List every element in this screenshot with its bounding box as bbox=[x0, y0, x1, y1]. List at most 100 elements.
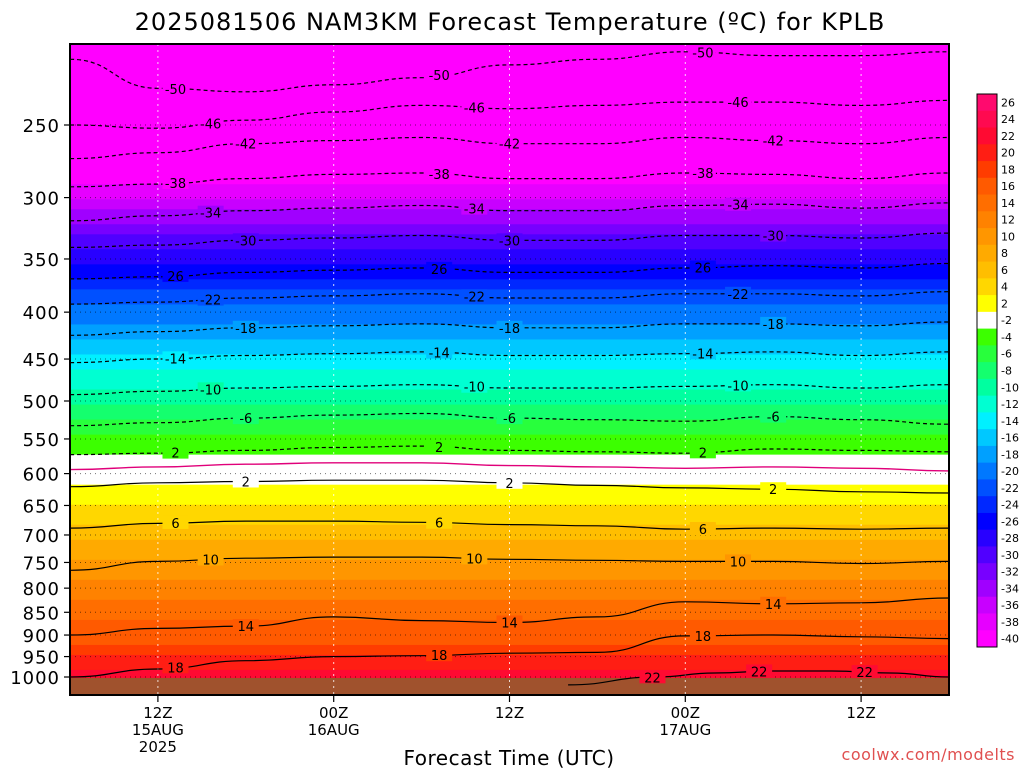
contour-line bbox=[70, 51, 949, 93]
fill-band bbox=[70, 189, 949, 196]
contour-label-bg bbox=[496, 233, 523, 247]
y-tick-label: 700 bbox=[23, 526, 60, 547]
fill-band bbox=[70, 664, 949, 671]
contour-label-bg bbox=[232, 411, 259, 425]
contour-label-bg bbox=[461, 551, 488, 565]
colorbar-legend: 26 24 22 20 18 16 14 12 10 8 6 4 2 -2 -4 -6 -8 -10 -12 -14 -… bbox=[976, 93, 1019, 648]
contour-label-bg bbox=[162, 660, 189, 674]
contour-label: 18 bbox=[695, 630, 712, 645]
contour-label-bg bbox=[197, 382, 224, 396]
contour-label: -42 bbox=[763, 135, 784, 150]
colorbar-swatch bbox=[977, 429, 997, 447]
fill-band bbox=[70, 309, 949, 316]
fill-band bbox=[70, 399, 949, 406]
colorbar-swatch bbox=[977, 311, 997, 330]
fill-band bbox=[70, 344, 949, 351]
colorbar-swatch bbox=[977, 211, 997, 229]
fill-band bbox=[70, 559, 949, 566]
fill-band bbox=[70, 519, 949, 526]
contour-label: 6 bbox=[699, 523, 707, 538]
contour-label-bg bbox=[725, 378, 752, 392]
contour-label: 2 bbox=[505, 477, 513, 492]
contour-label-bg bbox=[639, 670, 666, 684]
colorbar-tick-label: -32 bbox=[1001, 566, 1019, 579]
credit-text: coolwx.com/modelts bbox=[842, 745, 1015, 764]
contour-label-bg bbox=[496, 320, 523, 334]
chart-title: 2025081506 NAM3KM Forecast Temperature (… bbox=[135, 8, 886, 36]
colorbar-swatch bbox=[977, 278, 997, 296]
colorbar-tick-label: -34 bbox=[1001, 582, 1019, 595]
contour-label: -22 bbox=[464, 290, 485, 305]
colorbar-tick-label: -2 bbox=[1001, 314, 1012, 327]
contour-label: -50 bbox=[692, 47, 713, 62]
fill-band bbox=[70, 164, 949, 170]
colorbar-swatch bbox=[977, 161, 997, 179]
contour-label-bg bbox=[496, 411, 523, 425]
fill-band bbox=[70, 74, 949, 80]
contour-label-bg bbox=[162, 515, 189, 529]
fill-band bbox=[70, 159, 949, 165]
contour-label-bg bbox=[162, 351, 189, 365]
contour-label: -22 bbox=[727, 288, 748, 303]
fill-band bbox=[70, 284, 949, 291]
fill-band bbox=[70, 574, 949, 581]
colorbar-swatch bbox=[977, 378, 997, 397]
fill-band bbox=[70, 44, 949, 50]
fill-band bbox=[70, 364, 949, 371]
contour-label-bg bbox=[760, 133, 787, 147]
fill-band bbox=[70, 219, 949, 226]
y-tick-label: 850 bbox=[23, 603, 60, 624]
contour-label: -34 bbox=[200, 207, 221, 222]
colorbar-swatch bbox=[977, 630, 997, 648]
contour-label-bg bbox=[232, 136, 259, 150]
fill-band bbox=[70, 644, 949, 651]
contour-label: 2 bbox=[242, 475, 250, 490]
fill-band bbox=[70, 434, 949, 441]
colorbar-tick-label: -24 bbox=[1001, 499, 1019, 512]
fill-band bbox=[70, 339, 949, 346]
contour-label-bg bbox=[689, 628, 716, 642]
contour-label-bg bbox=[197, 205, 224, 219]
colorbar-swatch bbox=[977, 328, 997, 346]
fill-band bbox=[70, 259, 949, 266]
contour-label-bg bbox=[232, 619, 259, 633]
contour-label: -42 bbox=[235, 138, 256, 153]
colorbar-tick-label: -20 bbox=[1001, 465, 1019, 478]
fill-band bbox=[70, 369, 949, 376]
colorbar-tick-label: -6 bbox=[1001, 348, 1012, 361]
colorbar-tick-label: -38 bbox=[1001, 616, 1019, 629]
contour-label-bg bbox=[426, 68, 453, 82]
y-tick-label: 400 bbox=[23, 303, 60, 324]
y-tick-label: 350 bbox=[23, 250, 60, 271]
contour-label: 22 bbox=[751, 665, 768, 680]
colorbar-tick-label: -18 bbox=[1001, 448, 1019, 461]
contour-label: 6 bbox=[171, 517, 179, 532]
fill-band bbox=[70, 89, 949, 95]
contour-label-bg bbox=[197, 552, 224, 566]
contour-label: -30 bbox=[499, 234, 520, 249]
contour-label: 6 bbox=[435, 517, 443, 532]
contour-label: -50 bbox=[429, 69, 450, 84]
contour-label-bg bbox=[162, 82, 189, 96]
contour-label-bg bbox=[689, 522, 716, 536]
x-tick-label: 00Z bbox=[671, 704, 700, 722]
colorbar-swatch bbox=[977, 479, 997, 497]
contour-line bbox=[70, 634, 949, 678]
fill-band bbox=[70, 529, 949, 536]
contour-label-bg bbox=[725, 554, 752, 568]
contour-label: -10 bbox=[464, 381, 485, 396]
y-tick-label: 750 bbox=[23, 553, 60, 574]
fill-band bbox=[70, 374, 949, 381]
fill-band bbox=[70, 314, 949, 321]
contour-label: -22 bbox=[200, 294, 221, 309]
contour-label: -18 bbox=[235, 322, 256, 337]
contour-label: -34 bbox=[727, 199, 748, 214]
fill-band bbox=[70, 634, 949, 641]
fill-band bbox=[70, 379, 949, 386]
colorbar-tick-label: -26 bbox=[1001, 515, 1019, 528]
colorbar-swatch bbox=[977, 563, 997, 581]
contour-label: -38 bbox=[692, 167, 713, 182]
x-tick-label: 12Z bbox=[143, 704, 172, 722]
fill-band bbox=[70, 439, 949, 446]
